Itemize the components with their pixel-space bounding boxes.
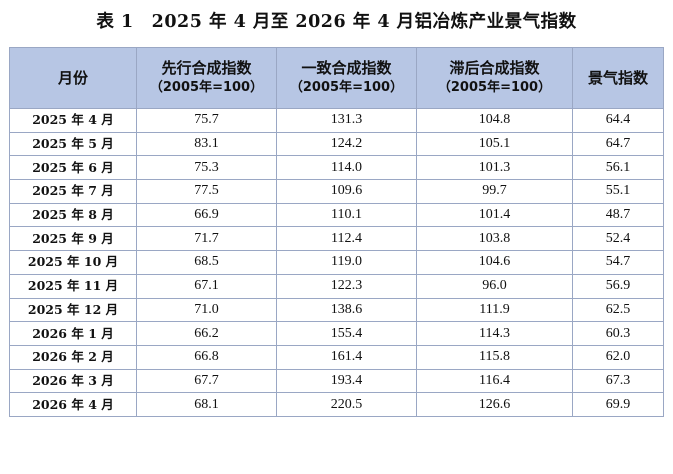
table-row: 2025 年 6 月 75.3 114.0 101.3 56.1 — [9, 155, 664, 181]
cell-coincident: 131.3 — [276, 108, 417, 133]
table-row: 2026 年 1 月 66.2 155.4 114.3 60.3 — [9, 321, 664, 346]
cell-coincident: 109.6 — [276, 179, 417, 204]
cell-lagging: 111.9 — [416, 297, 573, 323]
table-row: 2025 年 4 月 75.7 131.3 104.8 64.4 — [9, 108, 664, 133]
cell-prosperity: 54.7 — [572, 250, 664, 275]
header-lagging-label: 滞后合成指数 — [449, 59, 540, 77]
cell-month: 2025 年 4 月 — [9, 108, 137, 133]
cell-prosperity: 67.3 — [572, 368, 664, 394]
cell-month: 2025 年 10 月 — [9, 250, 137, 275]
cell-prosperity: 62.5 — [572, 297, 664, 323]
table-row: 2025 年 12 月 71.0 138.6 111.9 62.5 — [9, 297, 664, 323]
cell-lagging: 99.7 — [416, 179, 573, 204]
header-leading-label: 先行合成指数 — [161, 59, 252, 77]
index-table: 月份 先行合成指数 （2005年=100） 一致合成指数 （2005年=100）… — [9, 47, 664, 417]
header-coincident: 一致合成指数 （2005年=100） — [276, 47, 417, 109]
table-row: 2026 年 2 月 66.8 161.4 115.8 62.0 — [9, 344, 664, 370]
table-row: 2025 年 11 月 67.1 122.3 96.0 56.9 — [9, 273, 664, 299]
cell-coincident: 193.4 — [276, 368, 417, 394]
cell-leading: 67.7 — [136, 368, 277, 394]
cell-lagging: 101.3 — [416, 155, 573, 181]
table-row: 2025 年 5 月 83.1 124.2 105.1 64.7 — [9, 131, 664, 157]
cell-month: 2025 年 5 月 — [9, 131, 137, 157]
cell-prosperity: 64.4 — [572, 108, 664, 133]
header-prosperity-label: 景气指数 — [587, 69, 648, 87]
cell-leading: 77.5 — [136, 179, 277, 204]
header-coincident-base: （2005年=100） — [289, 80, 404, 95]
cell-month: 2025 年 7 月 — [9, 179, 137, 204]
cell-prosperity: 69.9 — [572, 392, 664, 417]
cell-lagging: 126.6 — [416, 392, 573, 417]
cell-coincident: 114.0 — [276, 155, 417, 181]
cell-prosperity: 52.4 — [572, 226, 664, 252]
cell-lagging: 115.8 — [416, 344, 573, 370]
cell-lagging: 103.8 — [416, 226, 573, 252]
cell-month: 2026 年 4 月 — [9, 392, 137, 417]
index-table-container: 月份 先行合成指数 （2005年=100） 一致合成指数 （2005年=100）… — [9, 47, 664, 417]
cell-prosperity: 56.9 — [572, 273, 664, 299]
cell-leading: 75.7 — [136, 108, 277, 133]
cell-leading: 71.0 — [136, 297, 277, 323]
header-leading: 先行合成指数 （2005年=100） — [136, 47, 277, 109]
cell-coincident: 155.4 — [276, 321, 417, 346]
header-leading-base: （2005年=100） — [149, 80, 264, 95]
cell-month: 2025 年 11 月 — [9, 273, 137, 299]
cell-month: 2025 年 12 月 — [9, 297, 137, 323]
cell-coincident: 110.1 — [276, 202, 417, 228]
cell-month: 2025 年 9 月 — [9, 226, 137, 252]
header-prosperity: 景气指数 — [572, 47, 664, 109]
cell-coincident: 220.5 — [276, 392, 417, 417]
cell-leading: 83.1 — [136, 131, 277, 157]
cell-lagging: 105.1 — [416, 131, 573, 157]
cell-prosperity: 64.7 — [572, 131, 664, 157]
cell-lagging: 101.4 — [416, 202, 573, 228]
header-coincident-label: 一致合成指数 — [301, 59, 392, 77]
cell-leading: 68.5 — [136, 250, 277, 275]
cell-leading: 66.9 — [136, 202, 277, 228]
cell-lagging: 114.3 — [416, 321, 573, 346]
cell-coincident: 112.4 — [276, 226, 417, 252]
cell-leading: 67.1 — [136, 273, 277, 299]
cell-prosperity: 60.3 — [572, 321, 664, 346]
cell-coincident: 124.2 — [276, 131, 417, 157]
cell-lagging: 104.8 — [416, 108, 573, 133]
cell-prosperity: 48.7 — [572, 202, 664, 228]
cell-coincident: 122.3 — [276, 273, 417, 299]
cell-leading: 71.7 — [136, 226, 277, 252]
cell-prosperity: 56.1 — [572, 155, 664, 181]
cell-coincident: 138.6 — [276, 297, 417, 323]
header-lagging-base: （2005年=100） — [437, 80, 552, 95]
table-title: 表 1 2025 年 4 月至 2026 年 4 月铝冶炼产业景气指数 — [96, 12, 577, 32]
cell-month: 2026 年 3 月 — [9, 368, 137, 394]
header-lagging: 滞后合成指数 （2005年=100） — [416, 47, 573, 109]
cell-month: 2025 年 8 月 — [9, 202, 137, 228]
cell-lagging: 96.0 — [416, 273, 573, 299]
cell-lagging: 116.4 — [416, 368, 573, 394]
table-body: 2025 年 4 月 75.7 131.3 104.8 64.4 2025 年 5 月 83… — [9, 108, 664, 417]
table-row: 2026 年 3 月 67.7 193.4 116.4 67.3 — [9, 368, 664, 394]
cell-prosperity: 62.0 — [572, 344, 664, 370]
cell-leading: 75.3 — [136, 155, 277, 181]
cell-month: 2026 年 1 月 — [9, 321, 137, 346]
cell-lagging: 104.6 — [416, 250, 573, 275]
cell-leading: 68.1 — [136, 392, 277, 417]
cell-leading: 66.8 — [136, 344, 277, 370]
cell-month: 2026 年 2 月 — [9, 344, 137, 370]
cell-coincident: 161.4 — [276, 344, 417, 370]
header-row: 月份 先行合成指数 （2005年=100） 一致合成指数 （2005年=100）… — [9, 47, 664, 109]
table-row: 2025 年 10 月 68.5 119.0 104.6 54.7 — [9, 250, 664, 275]
cell-coincident: 119.0 — [276, 250, 417, 275]
header-month: 月份 — [9, 47, 137, 109]
table-row: 2025 年 8 月 66.9 110.1 101.4 48.7 — [9, 202, 664, 228]
table-row: 2025 年 9 月 71.7 112.4 103.8 52.4 — [9, 226, 664, 252]
table-row: 2025 年 7 月 77.5 109.6 99.7 55.1 — [9, 179, 664, 204]
cell-prosperity: 55.1 — [572, 179, 664, 204]
cell-leading: 66.2 — [136, 321, 277, 346]
header-month-label: 月份 — [57, 69, 88, 87]
table-header: 月份 先行合成指数 （2005年=100） 一致合成指数 （2005年=100）… — [9, 47, 664, 109]
cell-month: 2025 年 6 月 — [9, 155, 137, 181]
table-row: 2026 年 4 月 68.1 220.5 126.6 69.9 — [9, 392, 664, 417]
